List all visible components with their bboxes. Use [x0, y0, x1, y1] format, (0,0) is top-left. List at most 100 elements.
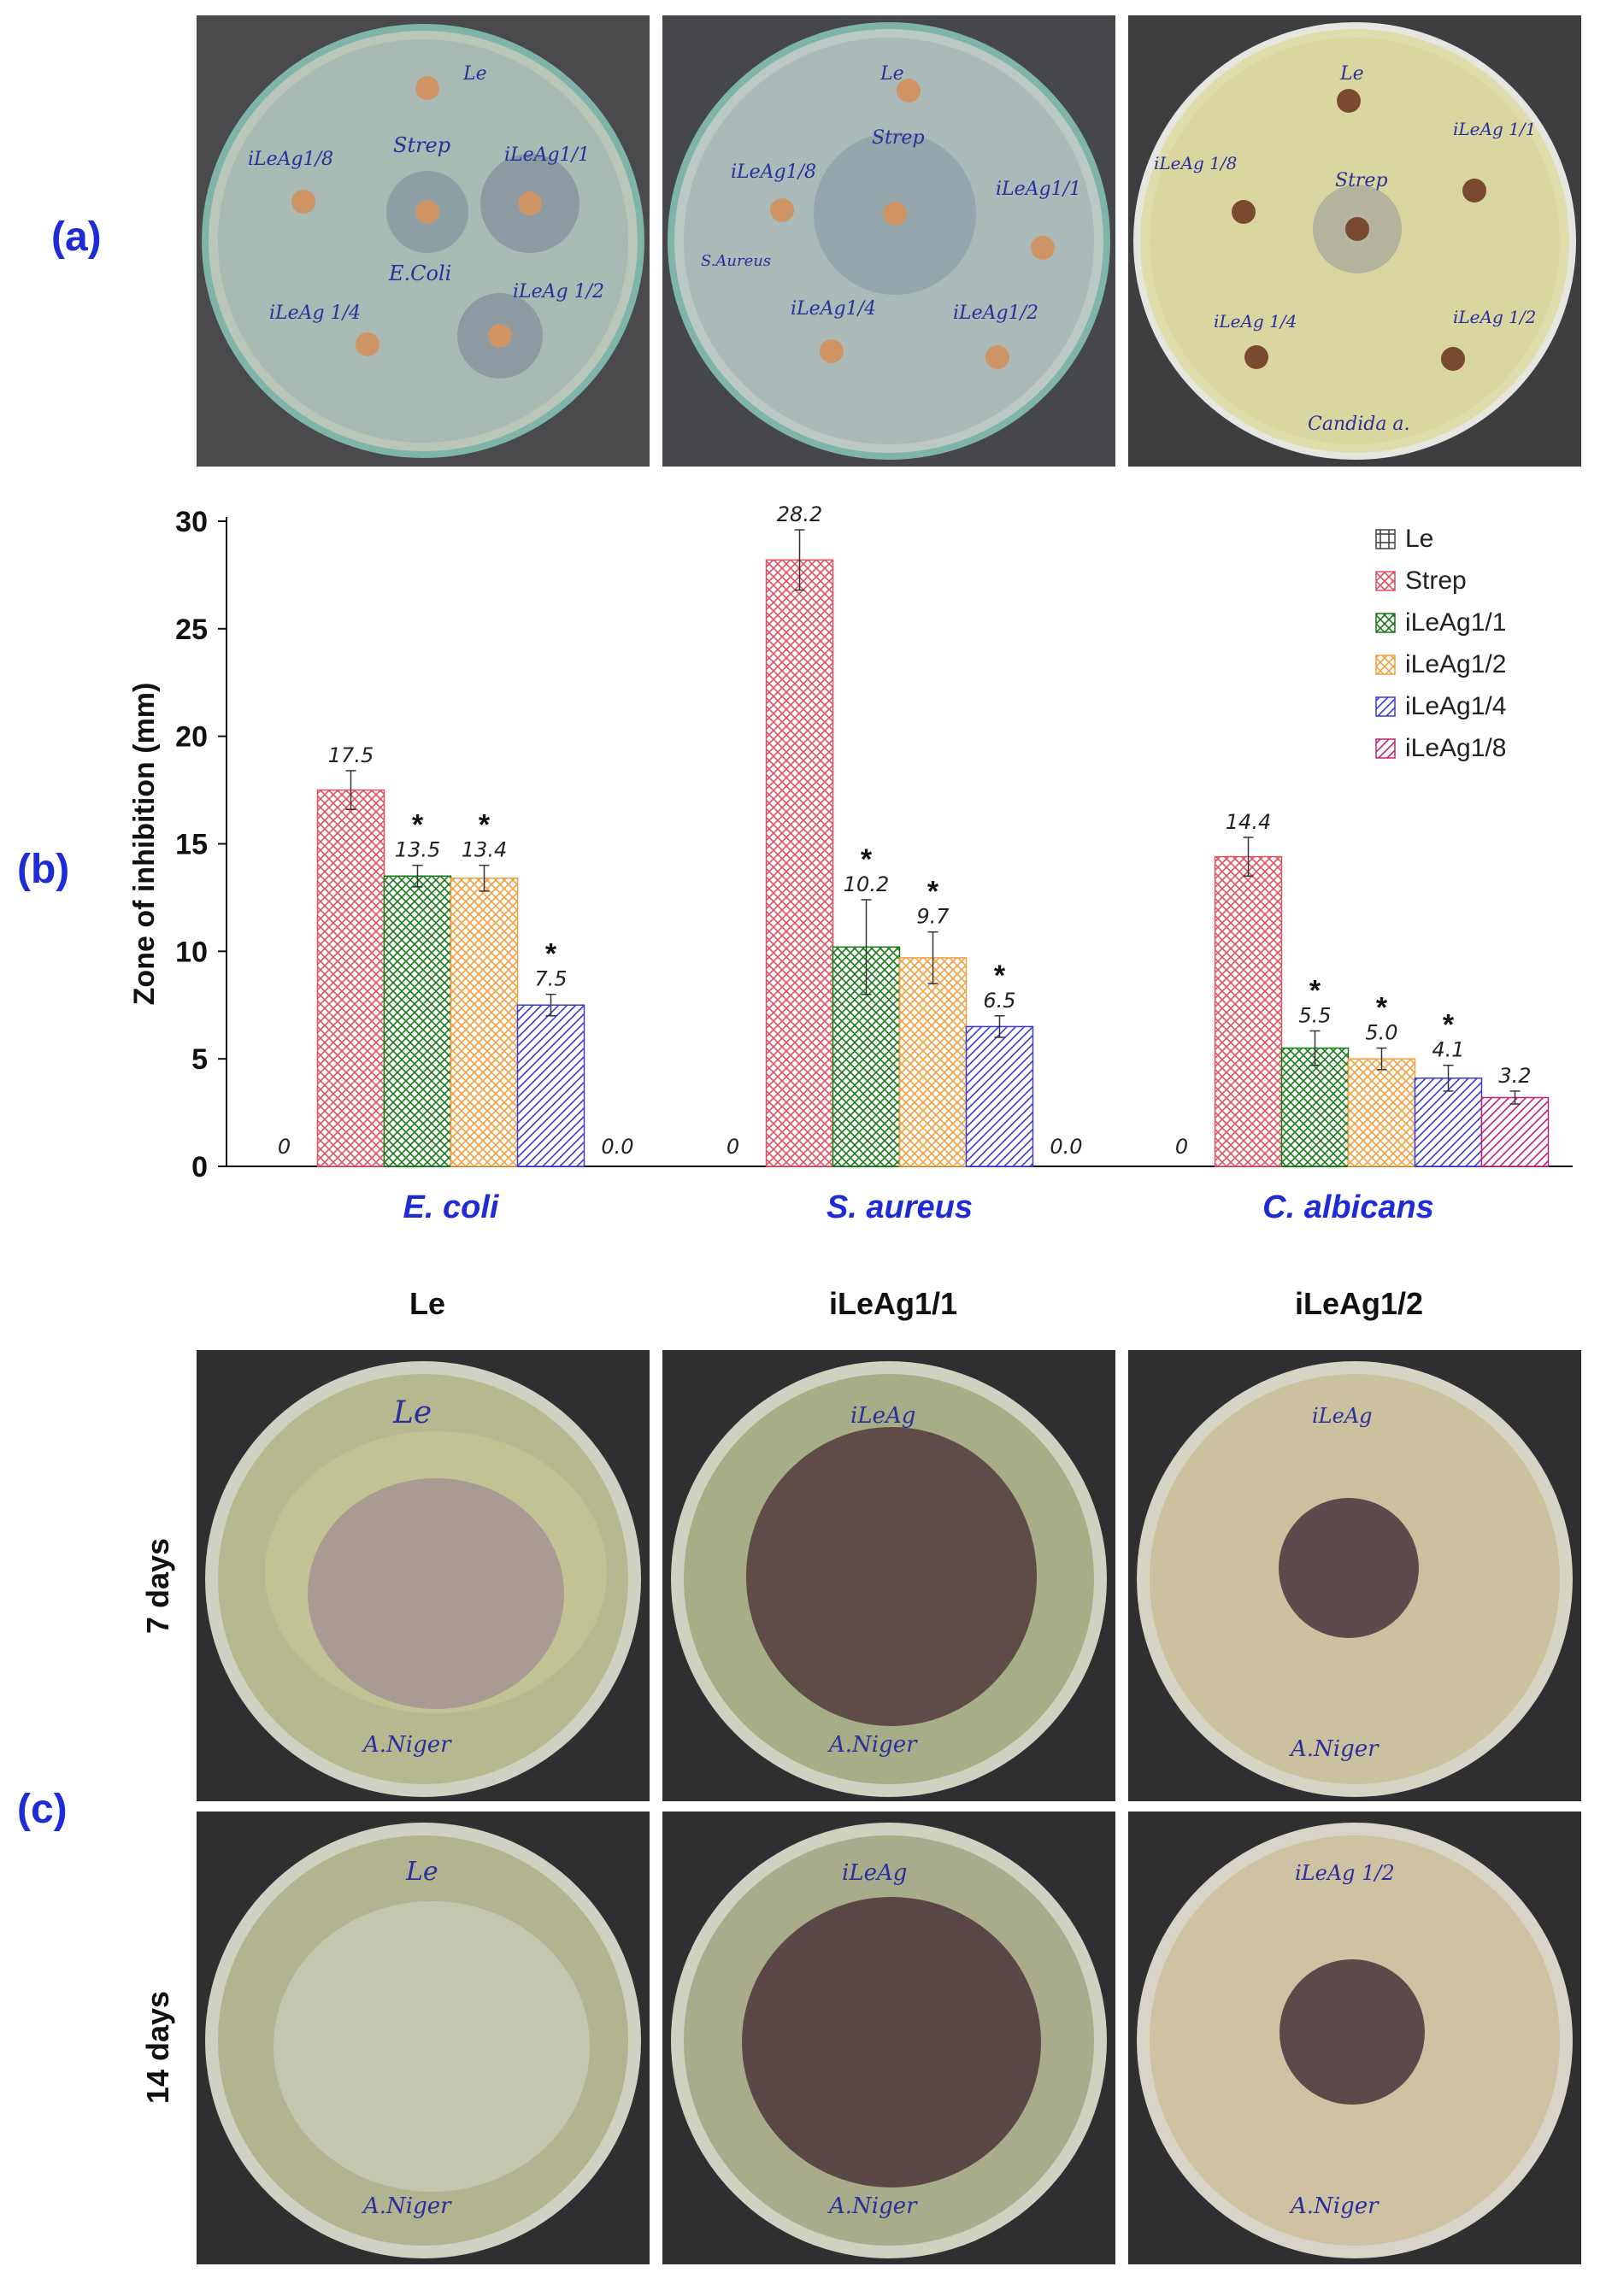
significance-star: *: [1376, 992, 1388, 1025]
y-tick-label: 20: [175, 721, 208, 754]
significance-star: *: [994, 960, 1006, 992]
legend-label: Le: [1405, 525, 1433, 553]
row-header-7-days: 7 days: [140, 1537, 175, 1635]
y-tick-label: 0: [191, 1151, 208, 1183]
bar: [1480, 1096, 1550, 1167]
organism-label: A.Niger: [827, 2193, 918, 2219]
disc-label: iLeAg 1/1: [1453, 119, 1536, 139]
category-label: C. albicans: [1262, 1189, 1434, 1225]
inhibition-zone-chart: 0 5 10 15 20 25 30 Zone of inhibition (mm) 0 17.5…: [120, 479, 1590, 1248]
panel-label-b: (b): [17, 847, 70, 892]
fungal-plate-le-14d: Le A.Niger: [197, 1812, 650, 2264]
panel-label-a: (a): [51, 214, 102, 260]
bar: [965, 1025, 1034, 1167]
plate-label: iLeAg: [842, 1860, 907, 1886]
disc-label: iLeAg1/2: [953, 302, 1038, 324]
plate-photo-calbicans: Le Strep iLeAg 1/8 iLeAg 1/1 iLeAg 1/4 i…: [1128, 15, 1581, 467]
disc-label: iLeAg 1/4: [1214, 311, 1297, 332]
data-label: 0: [1175, 1135, 1188, 1159]
disc-label: Le: [462, 63, 487, 85]
disc-label: Strep: [872, 127, 925, 149]
fungal-plate-le-7d: Le A.Niger: [197, 1350, 650, 1801]
legend-label: iLeAg1/2: [1405, 650, 1506, 678]
column-header-ileag1-2: iLeAg1/2: [1294, 1286, 1424, 1321]
disc-label: iLeAg 1/2: [513, 281, 604, 302]
disc-label: iLeAg1/8: [731, 161, 816, 183]
data-label: 9.7: [916, 905, 950, 929]
fungal-plate-ileag1-2-7d: iLeAg A.Niger: [1128, 1350, 1581, 1801]
disc-label: iLeAg1/1: [996, 179, 1081, 200]
disc-label: iLeAg1/1: [504, 144, 590, 166]
y-tick-label: 25: [175, 614, 208, 646]
plate-label: Le: [405, 1857, 438, 1887]
disc-label: iLeAg 1/4: [269, 302, 361, 324]
bar: [765, 559, 834, 1167]
bar: [1214, 855, 1283, 1167]
legend-label: Strep: [1405, 567, 1467, 595]
data-label: 13.5: [395, 838, 440, 862]
data-label: 14.4: [1226, 810, 1271, 834]
legend-swatch: [1375, 529, 1396, 549]
y-tick-label: 15: [175, 829, 208, 861]
y-tick-label: 30: [175, 506, 208, 538]
disc-label: iLeAg1/8: [248, 149, 333, 170]
plate-label: Le: [392, 1395, 432, 1430]
organism-label: A.Niger: [827, 1732, 918, 1758]
significance-star: *: [927, 876, 939, 908]
disc-label: Le: [1339, 63, 1364, 85]
fungal-plate-ileag1-2-14d: iLeAg 1/2 A.Niger: [1128, 1812, 1581, 2264]
data-label: 17.5: [328, 743, 374, 767]
organism-label: A.Niger: [1289, 2193, 1380, 2219]
plate-label: iLeAg: [850, 1403, 915, 1429]
column-header-ileag1-1: iLeAg1/1: [828, 1286, 958, 1321]
plate-photo-saureus: Le Strep iLeAg1/8 iLeAg1/1 iLeAg1/4 iLeA…: [662, 15, 1115, 467]
plate-label: iLeAg: [1312, 1404, 1373, 1428]
data-label: 10.2: [844, 872, 889, 896]
data-label: 4.1: [1432, 1038, 1464, 1062]
category-label: E. coli: [403, 1189, 500, 1225]
organism-label: E.Coli: [388, 261, 451, 285]
plate-photo-ecoli: Le Strep iLeAg1/8 iLeAg1/1 iLeAg 1/4 iLe…: [197, 15, 650, 467]
organism-label: A.Niger: [362, 2193, 452, 2219]
organism-label: A.Niger: [1289, 1736, 1380, 1762]
data-label: 3.2: [1498, 1064, 1531, 1088]
fungal-plate-ileag1-1-7d: iLeAg A.Niger: [662, 1350, 1115, 1801]
y-tick-label: 10: [175, 936, 208, 968]
fungal-plate-ileag1-1-14d: iLeAg A.Niger: [662, 1812, 1115, 2264]
bar: [316, 789, 385, 1167]
data-label: 0: [278, 1135, 291, 1159]
significance-star: *: [412, 809, 424, 842]
data-label: 5.5: [1298, 1003, 1331, 1027]
row-header-14-days: 14 days: [140, 1990, 175, 2105]
y-axis-label: Zone of inhibition (mm): [128, 683, 161, 1006]
data-label: 0.0: [601, 1135, 633, 1159]
panel-label-c: (c): [17, 1787, 68, 1832]
data-label: 6.5: [983, 989, 1015, 1013]
disc-label: Strep: [1335, 170, 1388, 191]
disc-label: Strep: [393, 133, 450, 157]
data-label: 0: [727, 1135, 739, 1159]
column-header-le: Le: [409, 1286, 445, 1321]
legend-label: iLeAg1/4: [1405, 692, 1506, 720]
significance-star: *: [545, 938, 557, 971]
legend-swatch: [1375, 571, 1396, 591]
significance-star: *: [1443, 1009, 1455, 1042]
significance-star: *: [861, 843, 873, 876]
legend-swatch: [1375, 655, 1396, 675]
significance-star: *: [1309, 974, 1321, 1007]
bar: [1347, 1058, 1416, 1167]
bar: [516, 1004, 585, 1167]
category-label: S. aureus: [827, 1189, 973, 1225]
data-label: 7.5: [534, 967, 567, 991]
disc-label: Le: [879, 63, 904, 85]
legend-label: iLeAg1/1: [1405, 608, 1506, 637]
plate-label: iLeAg 1/2: [1295, 1861, 1395, 1885]
legend-swatch: [1375, 613, 1396, 633]
data-label: 13.4: [462, 838, 507, 862]
legend-swatch: [1375, 696, 1396, 717]
disc-label: iLeAg1/4: [791, 298, 876, 320]
disc-label: iLeAg 1/8: [1154, 153, 1237, 173]
significance-star: *: [479, 809, 491, 842]
data-label: 28.2: [777, 502, 822, 526]
organism-label: A.Niger: [362, 1732, 452, 1758]
